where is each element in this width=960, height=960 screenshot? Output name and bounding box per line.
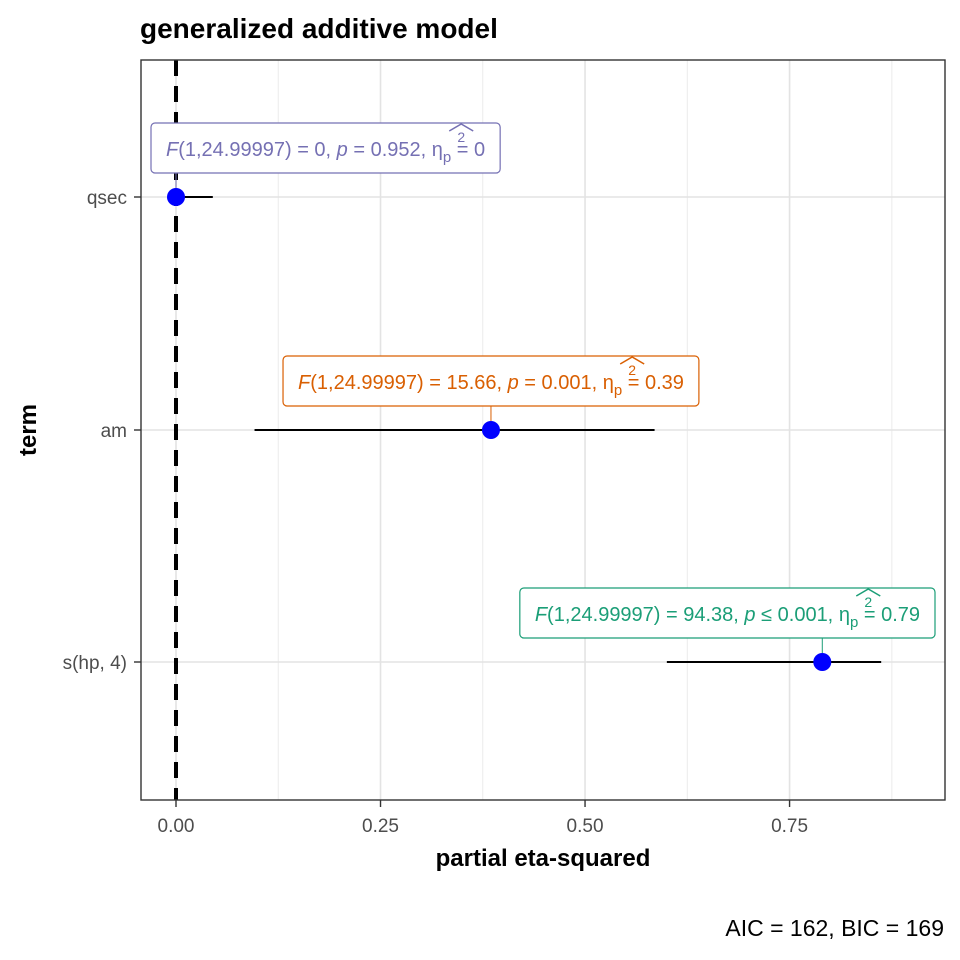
label-group: F(1,24.99997) = 15.66, p = 0.001, ηp = 0…: [282, 355, 700, 421]
y-axis-title: term: [15, 404, 42, 456]
eta-superscript: 2: [628, 362, 636, 378]
data-point: [813, 653, 832, 671]
eta-hat-mark: [619, 356, 645, 365]
label-text: F(1,24.99997) = 94.38, p ≤ 0.001, ηp = 0…: [535, 604, 920, 631]
y-tick-label: s(hp, 4): [63, 653, 127, 674]
chart-title: generalized additive model: [140, 13, 498, 44]
x-axis-title: partial eta-squared: [436, 845, 651, 872]
y-tick-label: qsec: [87, 188, 127, 209]
x-tick-label: 0.25: [362, 816, 399, 837]
label-group: F(1,24.99997) = 94.38, p ≤ 0.001, ηp = 0…: [519, 587, 936, 653]
y-tick-label: am: [101, 421, 127, 442]
x-tick-label: 0.50: [567, 816, 604, 837]
label-text: F(1,24.99997) = 0, p = 0.952, ηp = 0: [166, 139, 485, 166]
y-axis-ticks: qsec am s(hp, 4): [63, 188, 141, 674]
chart-caption: AIC = 162, BIC = 169: [725, 915, 944, 941]
eta-hat-mark: [448, 123, 474, 132]
points: [167, 188, 832, 671]
eta-superscript: 2: [457, 129, 465, 145]
x-tick-label: 0.75: [771, 816, 808, 837]
data-point: [167, 188, 185, 206]
eta-superscript: 2: [864, 594, 872, 610]
x-tick-label: 0.00: [158, 816, 195, 837]
eta-hat-mark: [855, 588, 881, 597]
label-box: [519, 587, 936, 639]
annotation-labels: F(1,24.99997) = 0, p = 0.952, ηp = 02F(1…: [150, 122, 936, 653]
label-text: F(1,24.99997) = 15.66, p = 0.001, ηp = 0…: [298, 372, 684, 399]
x-axis-ticks: 0.00 0.25 0.50 0.75: [158, 800, 808, 837]
label-box: [150, 122, 501, 174]
data-point: [481, 421, 500, 439]
label-group: F(1,24.99997) = 0, p = 0.952, ηp = 02: [150, 122, 501, 188]
